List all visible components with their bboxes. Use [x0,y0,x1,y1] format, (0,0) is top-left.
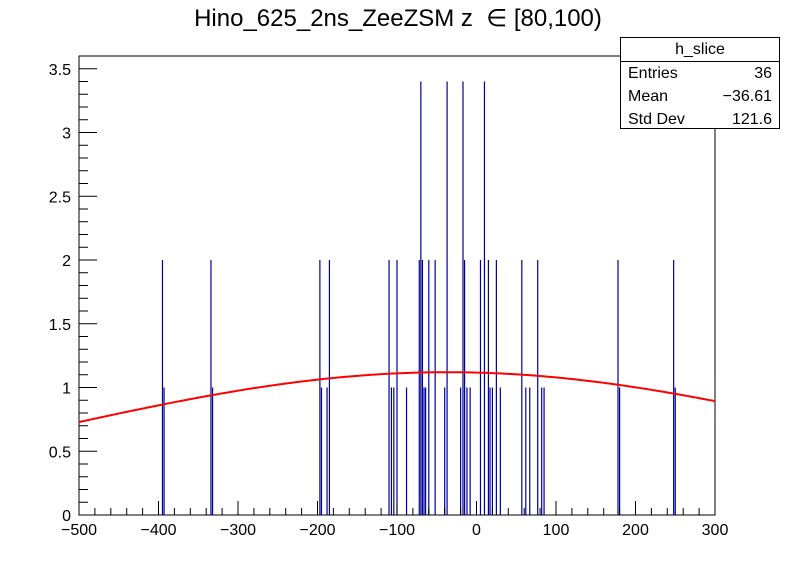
x-tick-label: 0 [472,522,481,539]
fit-curve [78,371,716,424]
stats-box: h_slice Entries 36 Mean −36.61 Std Dev 1… [620,37,780,129]
stats-entries-value: 36 [754,65,772,82]
x-tick-label: −200 [299,522,335,539]
stats-mean-row: Mean −36.61 [621,85,779,108]
stats-name: h_slice [621,38,779,62]
y-tick-label: 3 [62,126,71,143]
stats-entries-label: Entries [628,65,678,82]
stats-std-label: Std Dev [628,111,685,128]
x-tick-label: 100 [543,522,570,539]
x-tick-label: −500 [61,522,97,539]
stats-std-row: Std Dev 121.6 [621,108,779,131]
chart-title: Hino_625_2ns_ZeeZSM z ∈ [80,100) [194,5,602,32]
x-tick-label: −300 [220,522,256,539]
y-tick-label: 1 [62,381,71,398]
y-tick-label: 0 [62,508,71,525]
x-tick-label: −400 [140,522,176,539]
x-tick-label: −100 [379,522,415,539]
stats-mean-value: −36.61 [722,88,772,105]
stats-std-value: 121.6 [731,111,772,128]
y-tick-label: 1.5 [49,317,71,334]
y-tick-label: 2 [62,253,71,270]
x-tick-label: 300 [702,522,729,539]
y-tick-label: 0.5 [49,444,71,461]
stats-mean-label: Mean [628,88,669,105]
y-tick-label: 2.5 [49,189,71,206]
stats-entries-row: Entries 36 [621,62,779,85]
y-tick-label: 3.5 [49,62,71,79]
x-tick-label: 200 [622,522,649,539]
